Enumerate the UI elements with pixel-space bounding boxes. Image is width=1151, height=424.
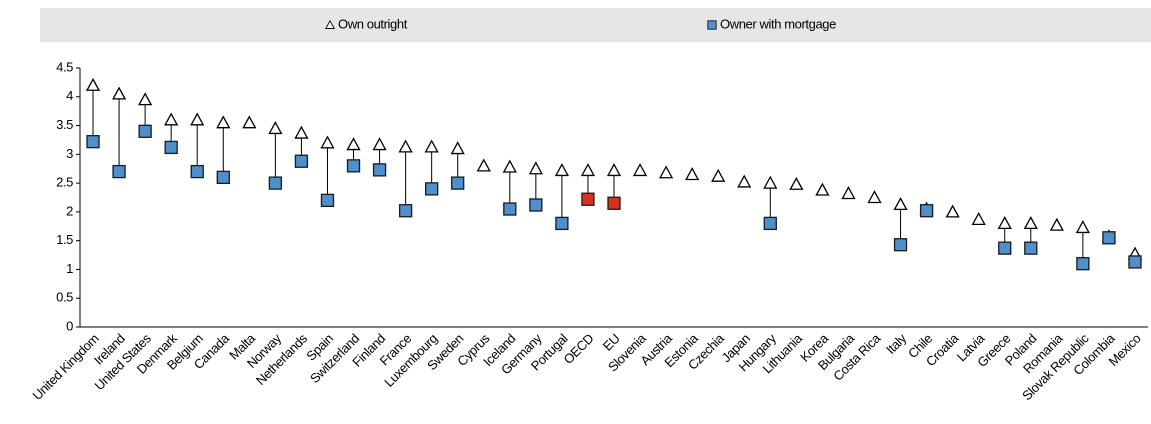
- y-tick-label: 1: [66, 261, 73, 276]
- triangle-point: [815, 182, 830, 196]
- triangle-point: [711, 168, 726, 182]
- triangle-point: [1049, 217, 1064, 231]
- square-point: [1076, 257, 1090, 271]
- triangle-point: [450, 141, 465, 155]
- square-point: [398, 204, 413, 218]
- triangle-point: [997, 216, 1012, 230]
- triangle-point: [893, 197, 908, 211]
- square-point: [112, 164, 126, 179]
- square-point: [555, 216, 569, 231]
- y-tick-label: 2: [66, 203, 73, 218]
- triangle-point: [216, 115, 231, 129]
- triangle-point: [528, 161, 543, 175]
- triangle-point: [424, 139, 439, 153]
- triangle-point: [268, 121, 283, 135]
- y-tick-label: 4: [66, 88, 73, 103]
- square-point: [893, 238, 908, 252]
- square-point: [763, 216, 777, 231]
- triangle-point: [1023, 216, 1038, 230]
- square-point: [1024, 241, 1038, 255]
- y-tick-label: 0.5: [56, 290, 73, 305]
- triangle-point: [190, 112, 205, 126]
- y-tick-label: 2.5: [56, 175, 73, 190]
- triangle-point: [632, 163, 648, 177]
- legend-label: Own outright: [338, 16, 408, 31]
- triangle-point: [554, 163, 569, 177]
- y-tick-label: 3.5: [56, 117, 73, 132]
- square-point: [216, 170, 230, 185]
- x-tick-label: OECD: [560, 331, 596, 367]
- triangle-point: [502, 159, 517, 173]
- square-point: [1128, 255, 1142, 269]
- triangle-point: [580, 163, 596, 177]
- square-point: [372, 163, 387, 177]
- square-point: [581, 192, 595, 206]
- square-point: [346, 159, 361, 173]
- triangle-point: [398, 139, 413, 153]
- x-tick-label: United Kingdom: [30, 331, 102, 403]
- y-tick-label: 1.5: [56, 232, 73, 247]
- legend-marker: [325, 19, 335, 29]
- square-point: [268, 176, 283, 190]
- triangle-point: [294, 125, 309, 139]
- square-point: [451, 176, 465, 190]
- triangle-point: [476, 158, 491, 172]
- square-point: [294, 154, 309, 168]
- triangle-point: [606, 163, 622, 177]
- triangle-point: [242, 115, 257, 129]
- triangle-point: [85, 77, 101, 91]
- triangle-point: [971, 212, 986, 226]
- triangle-point: [945, 204, 960, 218]
- triangle-point: [1075, 220, 1090, 234]
- square-point: [998, 241, 1012, 255]
- x-tick-label: Italy: [883, 330, 910, 357]
- y-tick-label: 4.5: [56, 59, 73, 74]
- legend-label: Owner with mortgage: [720, 16, 836, 31]
- triangle-point: [346, 137, 361, 151]
- triangle-point: [111, 86, 127, 100]
- triangle-point: [737, 174, 752, 188]
- square-point: [529, 198, 543, 212]
- triangle-point: [138, 92, 153, 106]
- y-tick-label: 3: [66, 146, 73, 161]
- triangle-point: [841, 186, 856, 200]
- triangle-point: [659, 165, 674, 179]
- triangle-point: [763, 175, 778, 189]
- square-point: [190, 164, 204, 179]
- y-tick-label: 0: [66, 318, 73, 333]
- square-point: [607, 196, 621, 210]
- square-point: [425, 182, 439, 196]
- triangle-point: [685, 167, 700, 181]
- square-point: [919, 204, 934, 218]
- square-point: [503, 202, 517, 216]
- legend-marker: [707, 20, 717, 30]
- legend-box: [40, 8, 1151, 42]
- triangle-point: [320, 135, 335, 149]
- square-point: [86, 135, 100, 149]
- triangle-point: [789, 176, 804, 190]
- square-point: [320, 193, 335, 208]
- square-point: [138, 124, 152, 138]
- triangle-point: [372, 137, 387, 151]
- triangle-point: [164, 112, 179, 126]
- square-point: [164, 140, 178, 155]
- triangle-point: [867, 190, 882, 204]
- square-point: [1102, 231, 1116, 245]
